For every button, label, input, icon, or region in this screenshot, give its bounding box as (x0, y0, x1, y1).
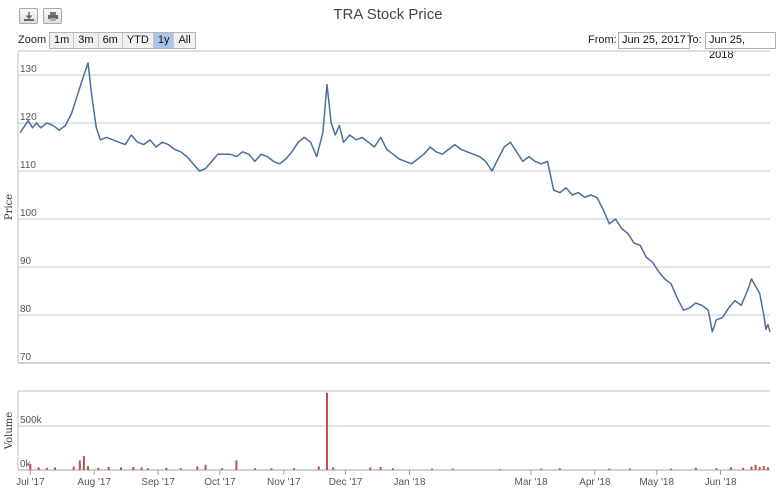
zoom-all-button[interactable]: All (178, 34, 191, 46)
to-label: To: (687, 34, 702, 46)
x-tick-label: Dec '17 (329, 477, 363, 488)
volume-bar (196, 466, 199, 470)
volume-bar (715, 468, 718, 470)
zoom-label: Zoom (18, 34, 47, 46)
zoom-button-group: 1m 3m 6m YTD 1y All (49, 32, 196, 49)
from-label: From: (588, 34, 617, 46)
volume-bar (97, 467, 100, 470)
volume-tick-label: 0k (20, 459, 32, 470)
chart-title: TRA Stock Price (333, 6, 443, 23)
price-tick-label: 80 (20, 304, 32, 315)
volume-bar (766, 467, 769, 470)
volume-bar (431, 468, 434, 470)
volume-bar (750, 466, 753, 470)
zoom-6m-button[interactable]: 6m (99, 33, 123, 48)
volume-bar (120, 467, 123, 470)
price-tick-label: 100 (20, 208, 37, 219)
volume-bar (758, 466, 761, 470)
print-button[interactable] (43, 8, 62, 24)
volume-bar (270, 468, 273, 470)
volume-bar (317, 466, 320, 470)
zoom-1m-button[interactable]: 1m (50, 33, 75, 48)
x-tick-label: Oct '17 (204, 477, 236, 488)
volume-bar (628, 468, 631, 470)
volume-bar (107, 466, 110, 470)
volume-bar (608, 468, 611, 470)
x-tick-label: Jan '18 (393, 477, 425, 488)
x-tick-label: Sep '17 (141, 477, 175, 488)
volume-bar (332, 467, 335, 470)
download-icon (24, 12, 34, 21)
x-tick-label: Aug '17 (77, 477, 111, 488)
price-tick-label: 130 (20, 64, 37, 75)
volume-bar (29, 463, 32, 470)
x-tick-label: Mar '18 (514, 477, 547, 488)
volume-bar (204, 464, 207, 470)
volume-bar (132, 466, 135, 470)
volume-bar (146, 468, 149, 470)
volume-bar (82, 455, 85, 470)
volume-bar (235, 460, 238, 470)
volume-bar (391, 468, 394, 470)
volume-bar (558, 468, 561, 470)
zoom-3m-button[interactable]: 3m (74, 33, 99, 48)
volume-bar (694, 467, 697, 470)
price-tick-label: 70 (20, 352, 32, 363)
volume-tick-label: 500k (20, 415, 43, 426)
download-button[interactable] (19, 8, 38, 24)
volume-bar (87, 466, 90, 470)
volume-bar (540, 468, 543, 470)
print-icon (48, 12, 58, 21)
x-tick-label: Apr '18 (579, 477, 611, 488)
volume-bar (179, 468, 182, 470)
volume-bar (165, 467, 168, 470)
volume-bar (45, 467, 48, 470)
volume-bar (293, 468, 296, 470)
volume-axis-title: Volume (4, 412, 15, 450)
volume-bar (253, 468, 256, 470)
zoom-1y-button[interactable]: 1y (153, 33, 175, 48)
zoom-ytd-button[interactable]: YTD (123, 33, 154, 48)
volume-bar (762, 466, 765, 470)
volume-bar (742, 467, 745, 470)
x-tick-label: Jun '18 (705, 477, 737, 488)
volume-bar (220, 468, 223, 470)
x-tick-label: Nov '17 (267, 477, 301, 488)
price-tick-label: 90 (20, 256, 32, 267)
volume-bar (78, 460, 81, 470)
price-series-line (19, 62, 771, 333)
volume-bar (729, 467, 732, 470)
from-date-input[interactable]: Jun 25, 2017 (618, 32, 690, 49)
volume-bar (72, 466, 75, 470)
volume-bar (140, 467, 143, 470)
volume-bar (754, 464, 757, 470)
volume-bar (379, 466, 382, 470)
volume-bar (37, 467, 40, 470)
x-tick-label: May '18 (639, 477, 674, 488)
volume-bar (451, 468, 454, 470)
volume-bar (499, 469, 502, 470)
x-tick-label: Jul '17 (16, 477, 45, 488)
volume-bar (326, 392, 329, 470)
price-tick-label: 120 (20, 112, 37, 123)
volume-bar (670, 468, 673, 470)
price-tick-label: 110 (20, 160, 36, 171)
price-axis-title: Price (4, 194, 15, 220)
volume-bar (54, 467, 57, 470)
volume-bar (369, 467, 372, 470)
